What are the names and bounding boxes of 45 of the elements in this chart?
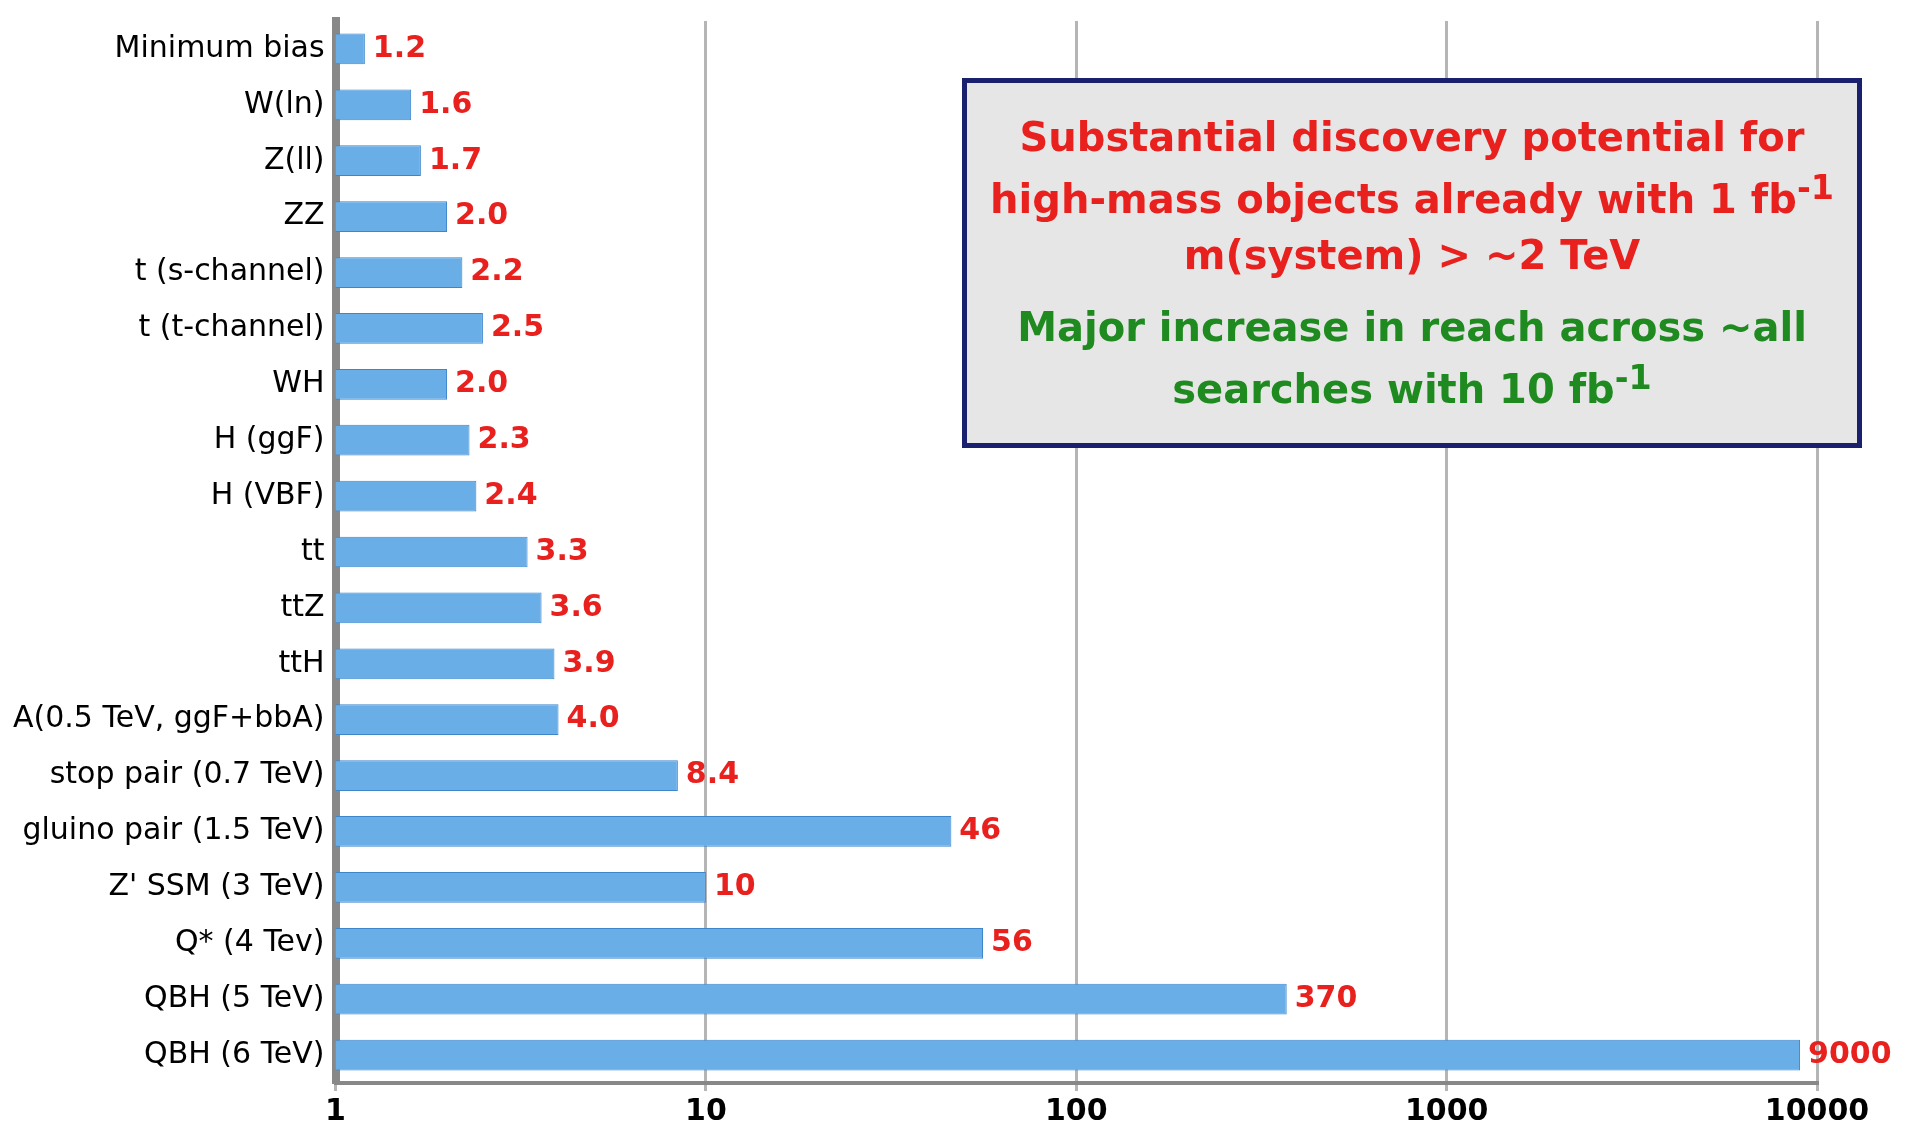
data-label: 56 (991, 923, 1033, 959)
y-tick-label: ttH (278, 643, 325, 679)
x-tick-label: 10000 (1764, 1091, 1870, 1127)
y-tick-label: Minimum bias (114, 28, 325, 64)
y-tick-label: QBH (6 TeV) (144, 1034, 325, 1070)
text: Substantial discovery potential for high-mass objects already with 1 fb$^{-1}$ m(system) > ~2 TeV (990, 113, 1834, 278)
x-tick-label: 1 (325, 1091, 346, 1127)
y-tick-label: H (ggF) (213, 420, 325, 456)
y-tick-label: tt (301, 531, 325, 567)
data-label: 3.6 (549, 587, 603, 623)
data-label: 1.7 (428, 140, 483, 176)
y-tick-label: A(0.5 TeV, ggF+bbA) (13, 699, 325, 735)
data-label: 10 (713, 867, 756, 903)
y-tick-label: W(ln) (244, 84, 325, 120)
data-label: 4.0 (566, 699, 620, 735)
data-label: 2.4 (484, 475, 538, 511)
y-tick-label: ttZ (280, 587, 325, 623)
data-label: 370 (1294, 978, 1358, 1014)
data-label: 2.2 (470, 252, 524, 288)
y-tick-label: H (VBF) (210, 475, 325, 511)
data-label: 3.3 (535, 531, 589, 567)
y-tick-label: WH (272, 364, 325, 400)
y-tick-label: Q* (4 Tev) (174, 923, 325, 959)
x-tick-label: 1000 (1404, 1091, 1489, 1127)
y-tick-label: stop pair (0.7 TeV) (49, 755, 325, 791)
y-tick-label: QBH (5 TeV) (144, 978, 325, 1014)
data-label: 3.9 (562, 643, 616, 679)
y-tick-label: Z(ll) (263, 140, 325, 176)
x-tick-label: 100 (1044, 1091, 1108, 1127)
data-label: 2.3 (477, 420, 531, 456)
y-tick-label: gluino pair (1.5 TeV) (22, 811, 325, 847)
data-label: 2.0 (455, 196, 509, 232)
data-label: 1.6 (419, 84, 473, 120)
data-label: 9000 (1808, 1034, 1892, 1070)
data-label: 8.4 (685, 755, 740, 791)
y-tick-label: t (s-channel) (134, 252, 325, 288)
annotation: Major increase in reach across ~all searches with 10 fb$^{-1}$ (1016, 303, 1808, 415)
data-label: 2.0 (455, 364, 509, 400)
data-label: 2.5 (490, 308, 545, 344)
y-tick-label: Z' SSM (3 TeV) (108, 867, 325, 903)
y-tick-label: t (t-channel) (138, 308, 325, 344)
y-tick-label: ZZ (283, 196, 325, 232)
data-label: 46 (959, 811, 1002, 847)
data-label: 1.2 (372, 28, 427, 64)
x-tick-label: 10 (685, 1091, 727, 1127)
